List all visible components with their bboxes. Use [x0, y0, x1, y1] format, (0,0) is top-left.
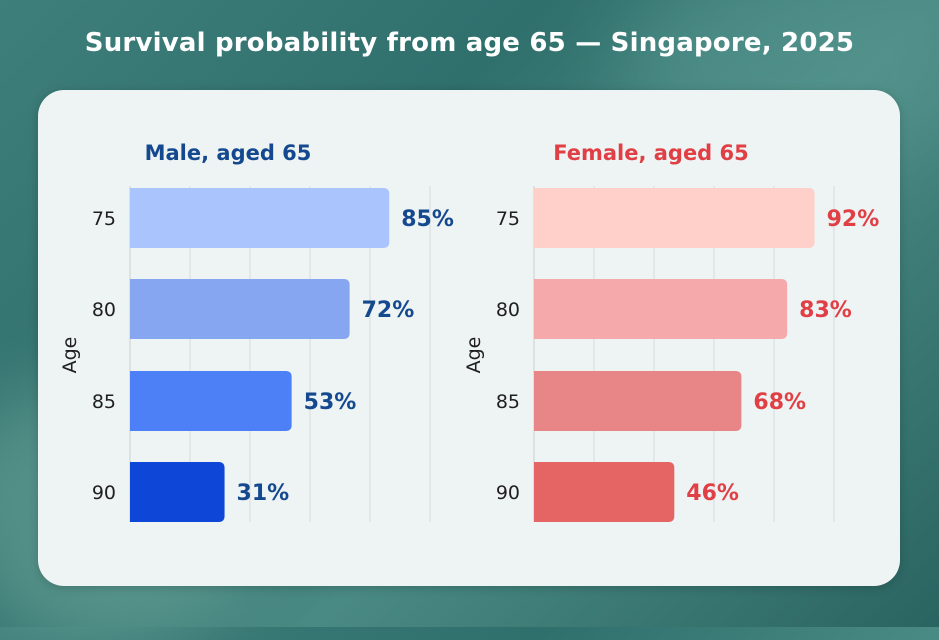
- y-axis-label: Age: [59, 337, 81, 374]
- tick-label: 85: [496, 391, 520, 413]
- bar: [130, 279, 350, 339]
- bar: [130, 462, 225, 522]
- bar: [130, 188, 390, 248]
- panel-title: Female, aged 65: [553, 141, 749, 165]
- data-label: 46%: [686, 481, 739, 506]
- tick-label: 75: [92, 208, 116, 230]
- data-label: 31%: [237, 481, 290, 506]
- tick-label: 75: [496, 208, 520, 230]
- chart-panel-female: Female, aged 65 Age 75 92% 80 83% 85 68% 90 46%: [463, 141, 879, 522]
- bar: [534, 371, 742, 431]
- data-label: 83%: [799, 298, 852, 323]
- chart-title: Survival probability from age 65 — Singa…: [84, 28, 855, 58]
- bar: [534, 462, 675, 522]
- charts-svg: Male, aged 65 Age 75 85% 80 72% 85 53% 90 31% Fema…: [59, 141, 879, 522]
- bar: [534, 188, 815, 248]
- tick-label: 80: [496, 299, 520, 321]
- data-label: 72%: [362, 298, 415, 323]
- tick-label: 90: [496, 482, 520, 504]
- data-label: 53%: [304, 390, 357, 415]
- tick-label: 80: [92, 299, 116, 321]
- data-label: 92%: [827, 207, 880, 232]
- panel-title: Male, aged 65: [145, 141, 312, 165]
- tick-label: 85: [92, 391, 116, 413]
- tick-label: 90: [92, 482, 116, 504]
- bar: [130, 371, 292, 431]
- y-axis-label: Age: [463, 337, 485, 374]
- data-label: 85%: [401, 207, 454, 232]
- data-label: 68%: [753, 390, 806, 415]
- bar: [534, 279, 788, 339]
- chart-panel-male: Male, aged 65 Age 75 85% 80 72% 85 53% 90 31%: [59, 141, 454, 522]
- chart-card: Male, aged 65 Age 75 85% 80 72% 85 53% 90 31% Fema…: [38, 90, 900, 586]
